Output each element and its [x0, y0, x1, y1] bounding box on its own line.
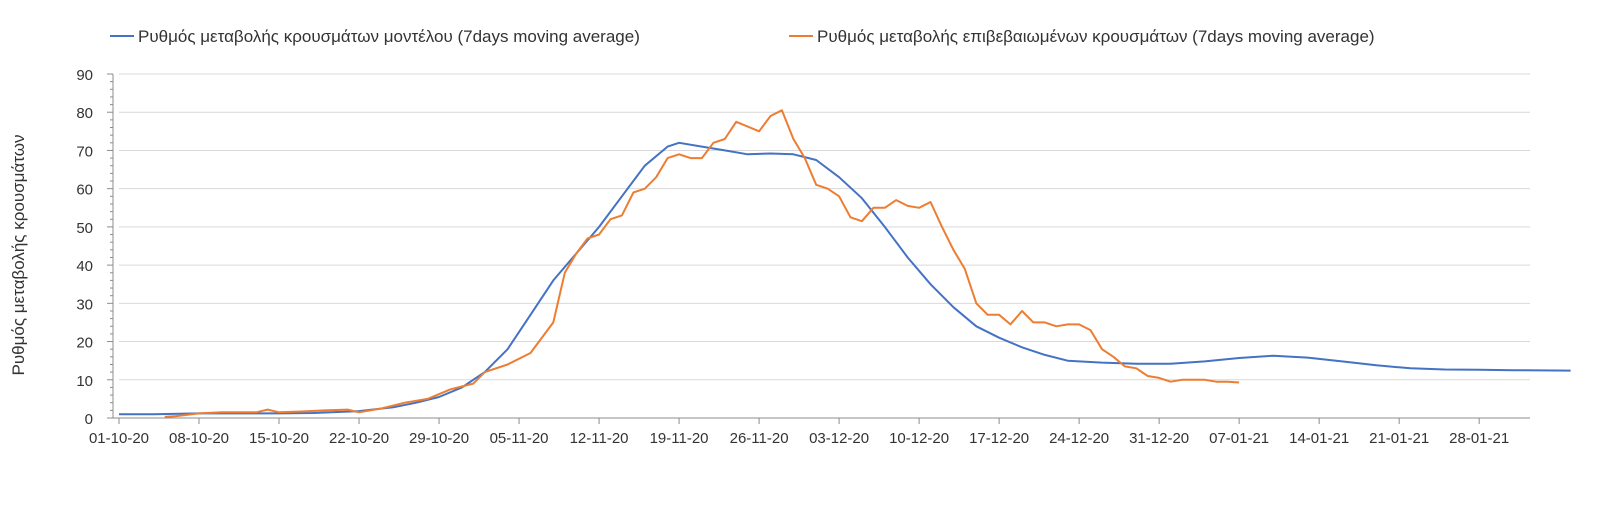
x-tick-label: 19-11-20 [650, 430, 709, 447]
x-tick-label: 07-01-21 [1209, 430, 1269, 447]
x-tick-label: 05-11-20 [490, 430, 549, 447]
x-tick-label: 17-12-20 [969, 430, 1029, 447]
x-tick-label: 15-10-20 [249, 430, 309, 447]
y-tick-label: 10 [76, 373, 93, 390]
axes [107, 73, 1530, 419]
legend-label-confirmed: Ρυθμός μεταβολής επιβεβαιωμένων κρουσμάτ… [817, 27, 1375, 46]
chart-legend: Ρυθμός μεταβολής κρουσμάτων μοντέλου (7d… [110, 27, 1375, 46]
series-line-confirmed [164, 109, 1240, 418]
x-tick-label: 10-12-20 [889, 430, 949, 447]
x-tick-label: 22-10-20 [329, 430, 389, 447]
x-tick-label: 14-01-21 [1289, 430, 1349, 447]
y-tick-label: 70 [76, 143, 93, 160]
y-tick-label: 60 [76, 182, 93, 199]
x-tick-label: 24-12-20 [1049, 430, 1109, 447]
x-tick-label: 21-01-21 [1369, 430, 1429, 447]
y-tick-label: 20 [76, 335, 93, 352]
series-lines [119, 109, 1571, 418]
y-ticks: 0 10 20 30 40 50 60 70 80 90 [76, 67, 93, 428]
x-tick-label: 03-12-20 [809, 430, 869, 447]
y-tick-label: 30 [76, 296, 93, 313]
gridlines [119, 73, 1530, 381]
x-tick-label: 01-10-20 [89, 430, 149, 447]
series-line-model [119, 141, 1571, 416]
x-ticks: 01-10-20 08-10-20 15-10-20 22-10-20 29-10-20… [89, 418, 1509, 447]
x-tick-label: 29-10-20 [409, 430, 469, 447]
y-tick-label: 80 [76, 105, 93, 122]
x-tick-label: 28-01-21 [1449, 430, 1509, 447]
y-tick-label: 90 [76, 67, 93, 84]
x-tick-label: 26-11-20 [730, 430, 789, 447]
x-tick-label: 31-12-20 [1129, 430, 1189, 447]
x-tick-label: 08-10-20 [169, 430, 229, 447]
y-tick-label: 0 [85, 411, 93, 428]
x-tick-label: 12-11-20 [570, 430, 629, 447]
y-tick-label: 50 [76, 220, 93, 237]
y-axis-label: Ρυθμός μεταβολής κρουσμάτων [9, 135, 28, 376]
y-tick-label: 40 [76, 258, 93, 275]
legend-label-model: Ρυθμός μεταβολής κρουσμάτων μοντέλου (7d… [138, 27, 640, 46]
